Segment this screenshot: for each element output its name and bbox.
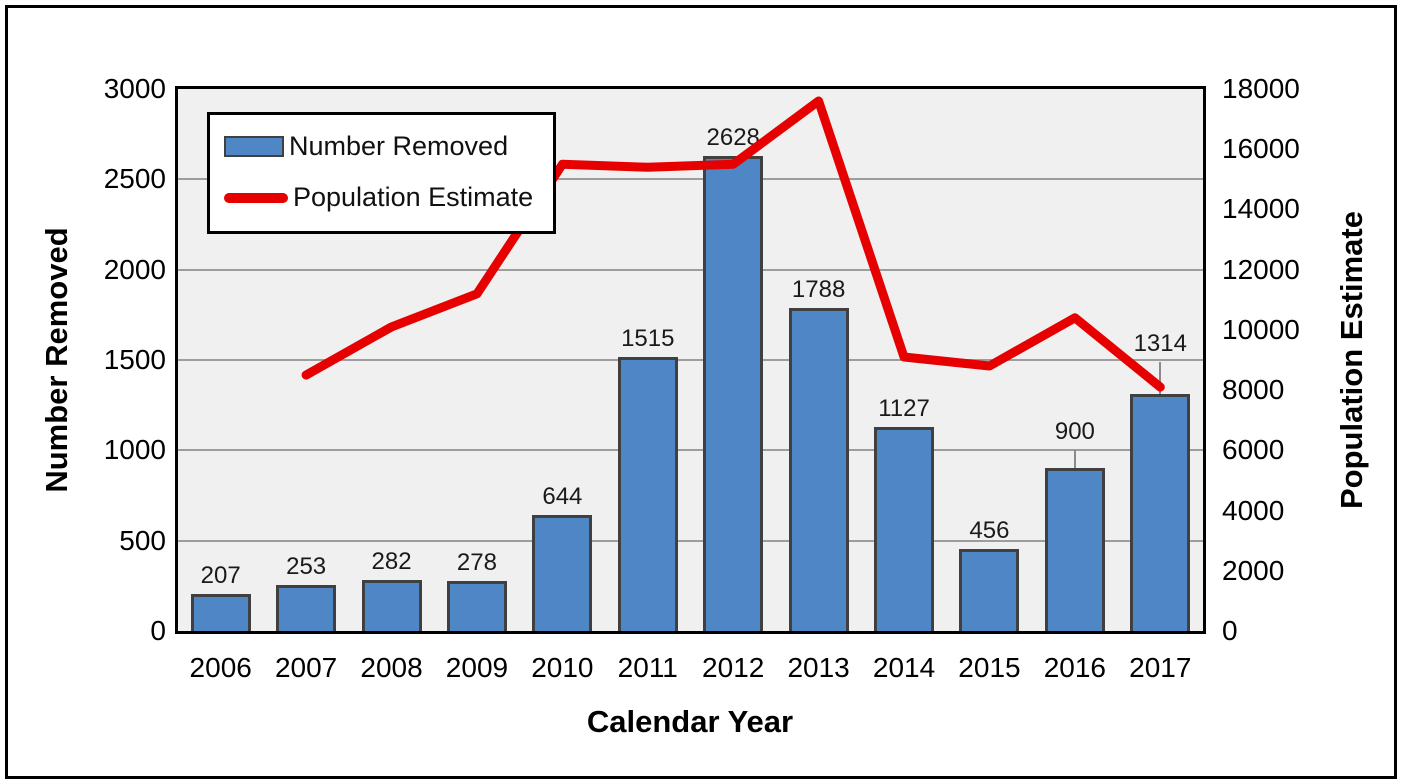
x-axis-tick-2011: 2011: [617, 652, 678, 683]
left-axis-tick-2500: 2500: [103, 163, 166, 195]
left-axis-tick-1500: 1500: [103, 344, 166, 375]
bar-2010: [532, 514, 593, 631]
left-axis-tick-2000: 2000: [103, 253, 166, 285]
gridline-500: [178, 539, 1203, 542]
bar-2008: [361, 580, 422, 631]
bar-2012: [703, 156, 764, 631]
x-axis-tick-2009: 2009: [445, 652, 509, 683]
right-axis-tick-12000: 12000: [1222, 253, 1300, 285]
legend-label-population-estimate: Population Estimate: [293, 182, 534, 212]
bar-value-label-2011: 1515: [621, 325, 675, 353]
x-axis-tick-2008: 2008: [360, 652, 423, 683]
bar-value-label-2010: 644: [542, 482, 583, 510]
left-axis-tick-0: 0: [150, 615, 166, 646]
right-axis-tick-10000: 10000: [1222, 313, 1300, 345]
right-axis-tick-4000: 4000: [1222, 494, 1285, 526]
legend: Number Removed Population Estimate: [207, 112, 557, 234]
bar-swatch-icon: [224, 136, 284, 157]
bar-value-label-2009: 278: [456, 548, 497, 576]
bar-2015: [959, 548, 1020, 631]
right-axis-tick-2000: 2000: [1222, 554, 1285, 586]
bar-2017: [1130, 393, 1191, 631]
bar-value-label-2014: 1127: [878, 395, 930, 423]
bar-2013: [788, 307, 849, 631]
legend-label-number-removed: Number Removed: [289, 131, 509, 161]
right-axis-tick-6000: 6000: [1222, 434, 1285, 466]
x-axis-tick-2013: 2013: [787, 652, 850, 683]
bar-value-label-2017: 1314: [1133, 329, 1187, 357]
left-axis-tick-1000: 1000: [103, 434, 166, 466]
legend-item-population-estimate: Population Estimate: [224, 182, 533, 213]
bar-2007: [276, 585, 337, 631]
bar-2016: [1044, 468, 1105, 631]
bar-2014: [874, 427, 935, 631]
legend-item-number-removed: Number Removed: [224, 131, 533, 162]
error-whisker-2017: [1159, 361, 1162, 394]
x-axis-tick-2012: 2012: [702, 652, 765, 683]
right-axis-tick-8000: 8000: [1222, 374, 1285, 406]
x-axis-title: Calendar Year: [586, 704, 794, 739]
error-whisker-2016: [1073, 450, 1076, 469]
gridline-2000: [178, 268, 1203, 271]
bar-value-label-2013: 1788: [791, 275, 846, 303]
population-line-layer: [301, 96, 1165, 392]
right-axis-tick-0: 0: [1222, 615, 1238, 646]
left-axis-tick-500: 500: [119, 524, 166, 556]
x-axis-tick-2010: 2010: [531, 652, 594, 683]
right-axis-tick-18000: 18000: [1222, 73, 1300, 104]
bar-2009: [446, 580, 507, 631]
gridline-1500: [178, 359, 1203, 361]
x-axis-tick-2017: 2017: [1129, 652, 1192, 683]
bar-value-label-2008: 282: [371, 548, 412, 576]
gridline-1000: [178, 449, 1203, 452]
bar-value-label-2007: 253: [286, 553, 327, 581]
x-axis-tick-2014: 2014: [872, 652, 936, 683]
x-axis-tick-2006: 2006: [189, 652, 252, 683]
bar-2011: [617, 357, 678, 631]
plot-area: Number Removed Population Estimate 207 25…: [178, 89, 1203, 631]
bar-2006: [190, 593, 251, 631]
x-axis-tick-2016: 2016: [1043, 652, 1107, 683]
bar-value-label-2015: 456: [969, 516, 1010, 544]
gridline-2500: [178, 178, 1203, 181]
left-axis-tick-3000: 3000: [103, 73, 166, 104]
right-axis-tick-16000: 16000: [1222, 133, 1300, 165]
population-estimate-line: [301, 96, 1165, 392]
bar-value-label-2006: 207: [200, 561, 241, 589]
bar-value-label-2016: 900: [1054, 418, 1095, 446]
line-swatch-icon: [224, 192, 288, 203]
x-axis-tick-2015: 2015: [958, 652, 1021, 683]
right-axis-tick-14000: 14000: [1222, 193, 1300, 225]
x-axis-tick-2007: 2007: [274, 652, 338, 683]
